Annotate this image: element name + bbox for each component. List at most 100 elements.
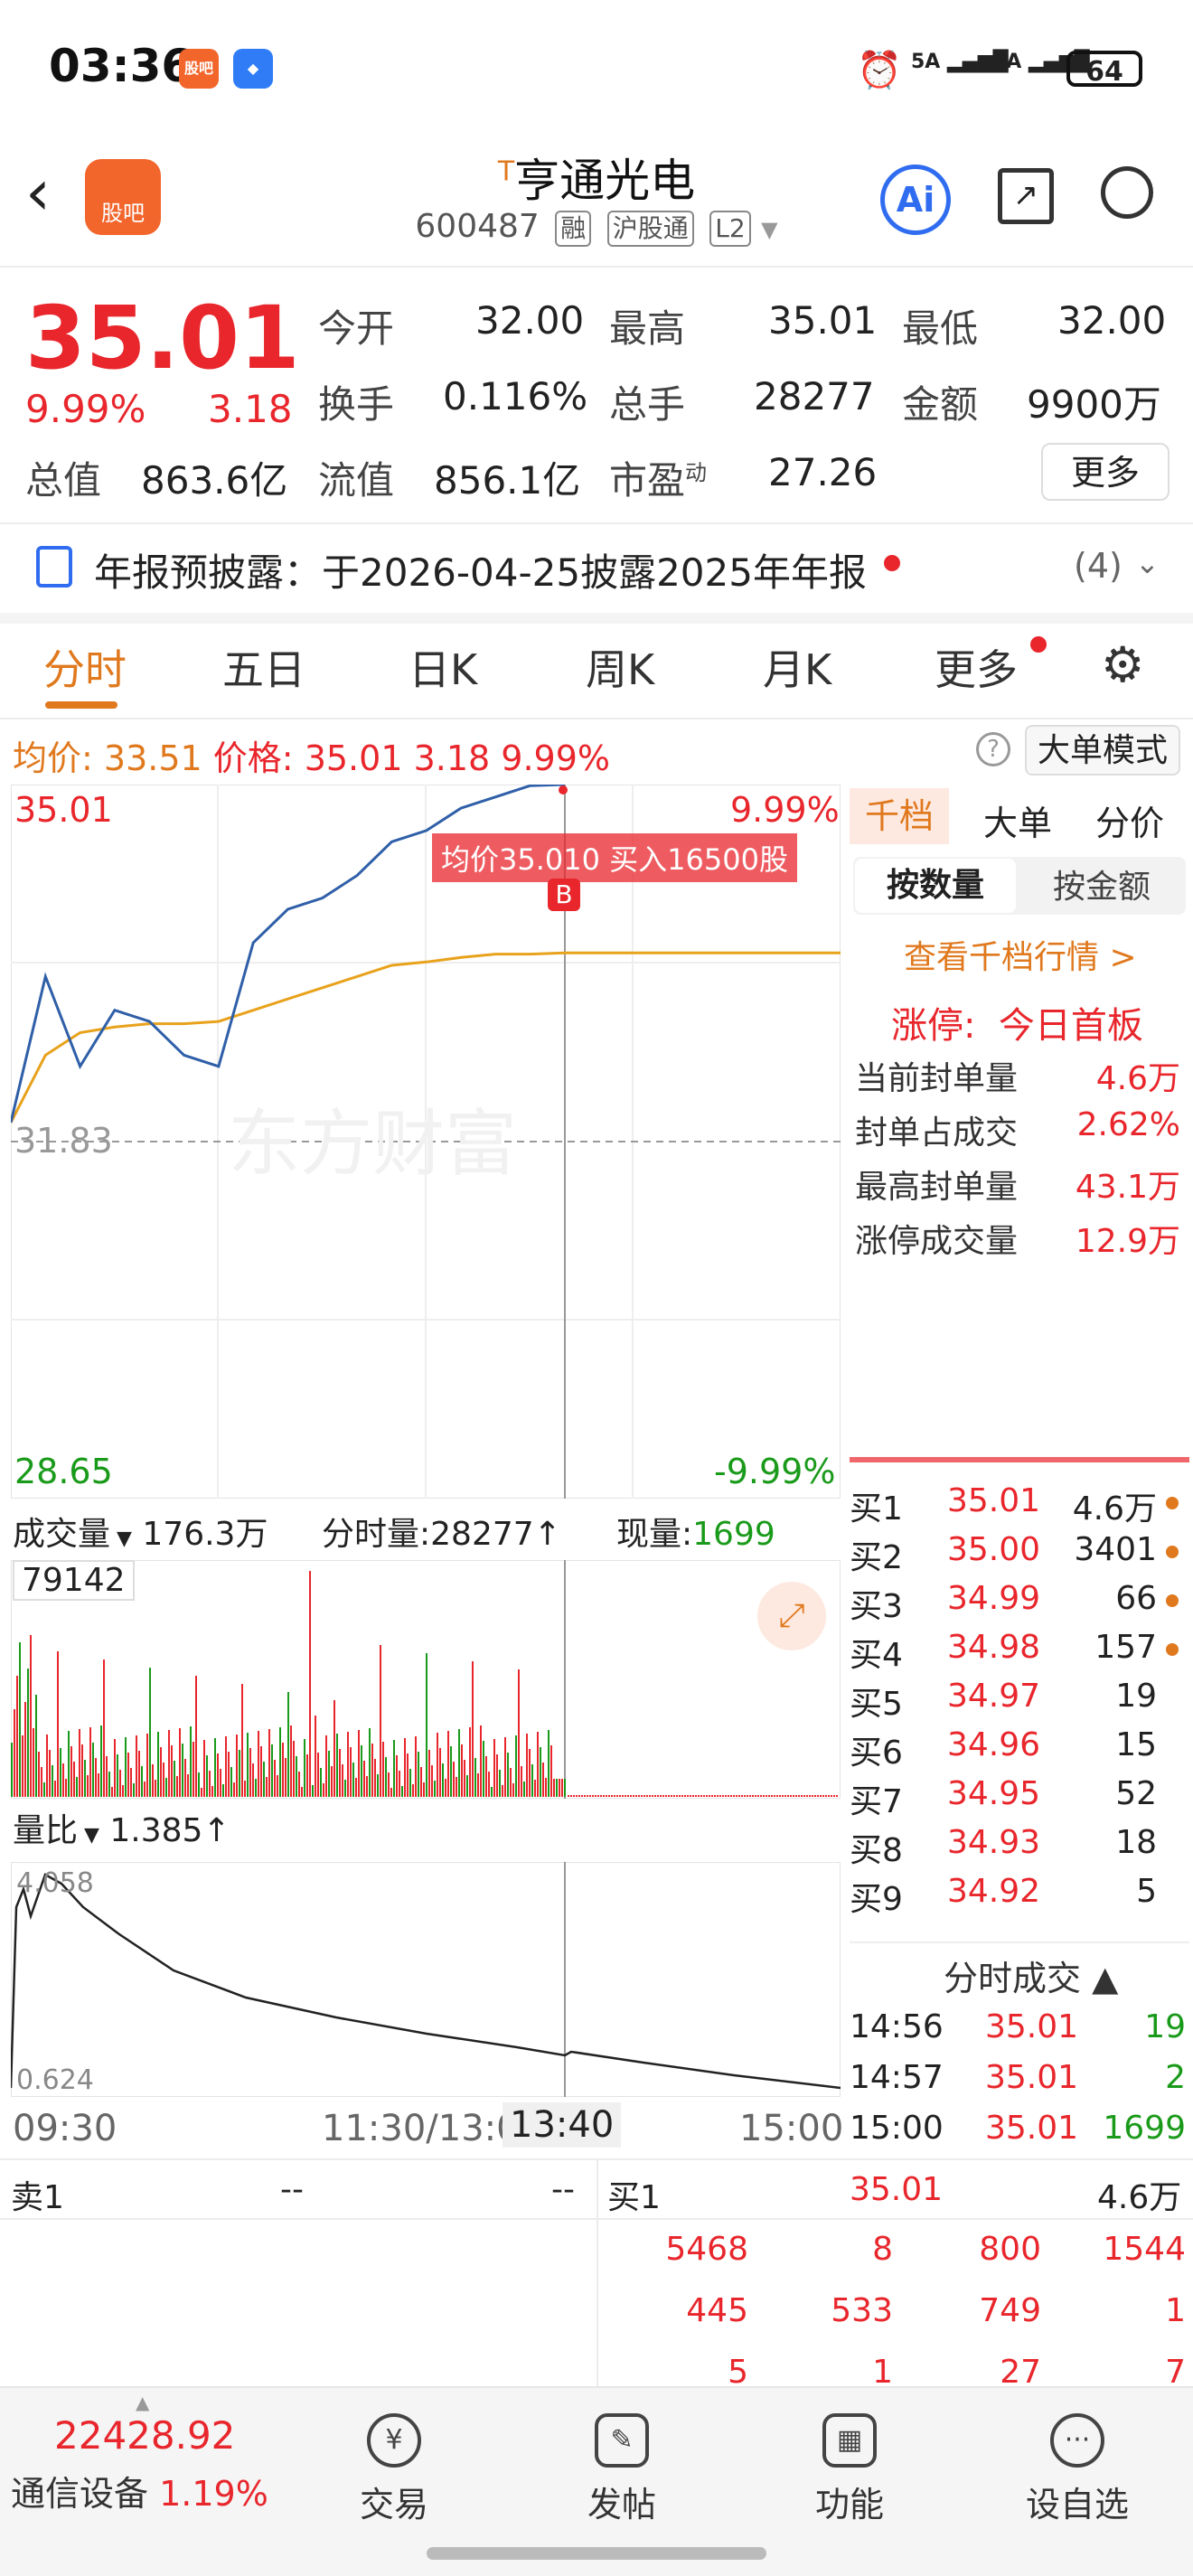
nav-trade-label: 交易	[359, 2485, 428, 2524]
volume-bar	[510, 1768, 512, 1797]
volume-bar	[266, 1777, 268, 1797]
volume-bar	[30, 1635, 32, 1797]
tab-day-k[interactable]: 日K	[409, 645, 478, 694]
volume-bar	[698, 1795, 700, 1797]
tab-minute[interactable]: 分时	[43, 645, 127, 694]
volume-bar	[749, 1795, 751, 1797]
bid-price[interactable]: 34.98	[947, 1629, 1041, 1666]
bid-price[interactable]: 34.92	[947, 1873, 1041, 1910]
dropdown-icon[interactable]: ▼	[761, 217, 778, 242]
volume-bar	[157, 1732, 159, 1797]
price-label: 价格:	[212, 738, 294, 778]
limit-label: 涨停:	[891, 1005, 976, 1047]
ratio-label[interactable]: 量比	[13, 1812, 79, 1849]
volume-bar	[472, 1661, 474, 1797]
stat-value: 43.1万	[1075, 1169, 1180, 1206]
ticks-header[interactable]	[850, 1941, 1189, 2001]
nav-trade[interactable]: ¥ 交易	[304, 2413, 484, 2526]
big-order-mode-button[interactable]: 大单模式	[1025, 725, 1180, 776]
volume-bar	[518, 1669, 520, 1797]
bid-price[interactable]: 34.96	[947, 1726, 1041, 1763]
bid-qty: 3401	[1074, 1531, 1157, 1568]
ratio-chart[interactable]	[11, 1862, 841, 2097]
share-icon[interactable]: ↗	[998, 168, 1054, 224]
side-tab-thousand[interactable]: 千档	[850, 788, 949, 844]
tag-margin: 融	[555, 211, 592, 247]
tick-qty: 19	[1144, 2008, 1186, 2045]
volume-bar	[431, 1765, 433, 1797]
bid-price[interactable]: 34.97	[947, 1678, 1041, 1715]
queue-divider	[596, 2160, 598, 2386]
gear-icon[interactable]: ⚙	[1101, 636, 1145, 693]
volume-bar	[68, 1731, 70, 1797]
bid-price[interactable]: 35.00	[947, 1531, 1041, 1568]
tab-more[interactable]: 更多	[935, 645, 1018, 694]
guba-button[interactable]: 股吧	[85, 159, 161, 235]
volume-bar	[531, 1764, 533, 1797]
ai-button[interactable]: Ai	[880, 165, 951, 235]
volume-bars	[11, 1571, 838, 1797]
volume-bar	[439, 1748, 441, 1797]
bid-price[interactable]: 35.01	[947, 1482, 1041, 1519]
ticks-label[interactable]: 分时成交 ▲	[944, 1959, 1119, 1998]
subtab-quantity[interactable]: 按数量	[855, 859, 1016, 913]
bid-dot	[1166, 1741, 1179, 1753]
search-icon[interactable]	[1101, 166, 1153, 219]
minute-chart[interactable]: 东方财富	[11, 785, 841, 1499]
volume-bar	[73, 1762, 75, 1797]
index-name[interactable]: 通信设备 1.19%	[11, 2466, 268, 2515]
volume-bar	[16, 1676, 18, 1797]
volume-bar	[108, 1772, 110, 1797]
buy-marker[interactable]: B	[548, 879, 580, 911]
volume-bar	[133, 1783, 135, 1797]
watermark: 东方财富	[228, 1102, 517, 1186]
volume-bar	[62, 1763, 64, 1797]
help-icon[interactable]: ?	[976, 732, 1010, 766]
caret-up-icon[interactable]: ▲	[136, 2392, 150, 2413]
side-tab-big[interactable]: 大单	[983, 804, 1053, 843]
nav-watchlist[interactable]: ··· 设自选	[987, 2413, 1168, 2526]
volume-bar	[504, 1737, 506, 1797]
tag-l2: L2	[709, 211, 751, 247]
price-line	[11, 785, 566, 1123]
grid-icon: ▦	[822, 2413, 877, 2468]
volume-bar	[703, 1795, 705, 1797]
volume-bar	[38, 1752, 40, 1797]
caret-down-icon[interactable]: ▼	[110, 1528, 132, 1550]
ratio-caret-icon[interactable]: ▼	[78, 1824, 99, 1847]
side-tab-price[interactable]: 分价	[1095, 804, 1165, 843]
volume-chart[interactable]	[11, 1560, 841, 1799]
bid-name: 买8	[850, 1832, 903, 1869]
more-button[interactable]: 更多	[1041, 443, 1170, 501]
tab-five-day[interactable]: 五日	[222, 645, 305, 694]
home-indicator[interactable]	[427, 2547, 766, 2560]
index-value[interactable]: 22428.92	[54, 2413, 236, 2458]
bid-price[interactable]: 34.93	[947, 1824, 1041, 1861]
vol-minute: 分时量:28277↑	[322, 1516, 561, 1553]
volume-bar	[87, 1775, 89, 1797]
volume-bar	[499, 1770, 501, 1797]
subtab-amount[interactable]: 按金额	[1052, 869, 1151, 906]
bid-price[interactable]: 34.99	[947, 1580, 1041, 1617]
change-amount: 3.18	[208, 387, 293, 431]
tab-week-k[interactable]: 周K	[586, 645, 655, 694]
volume-bar	[812, 1795, 813, 1797]
volume-bar	[211, 1786, 213, 1797]
volume-bar	[793, 1795, 794, 1797]
notice-count[interactable]: (4)	[1074, 546, 1123, 586]
vol-label[interactable]: 成交量	[13, 1516, 111, 1553]
nav-function[interactable]: ▦ 功能	[759, 2413, 940, 2526]
bid-price[interactable]: 34.95	[947, 1775, 1041, 1812]
tick-price: 35.01	[985, 2008, 1079, 2045]
view-thousand-link[interactable]: 查看千档行情 >	[904, 939, 1137, 976]
tick-qty: 2	[1165, 2059, 1186, 2096]
nav-post[interactable]: ✎ 发帖	[531, 2413, 712, 2526]
tab-month-k[interactable]: 月K	[763, 645, 832, 694]
vol-min-value: 28277	[430, 1516, 534, 1553]
bid-name: 买7	[850, 1783, 903, 1820]
expand-icon[interactable]: ⤢	[757, 1582, 826, 1650]
bid-name: 买5	[850, 1686, 903, 1723]
notice-text[interactable]: 年报预披露：于2026-04-25披露2025年年报	[94, 550, 867, 595]
chevron-down-icon[interactable]: ⌄	[1135, 546, 1160, 580]
back-icon[interactable]: ‹	[25, 155, 51, 230]
